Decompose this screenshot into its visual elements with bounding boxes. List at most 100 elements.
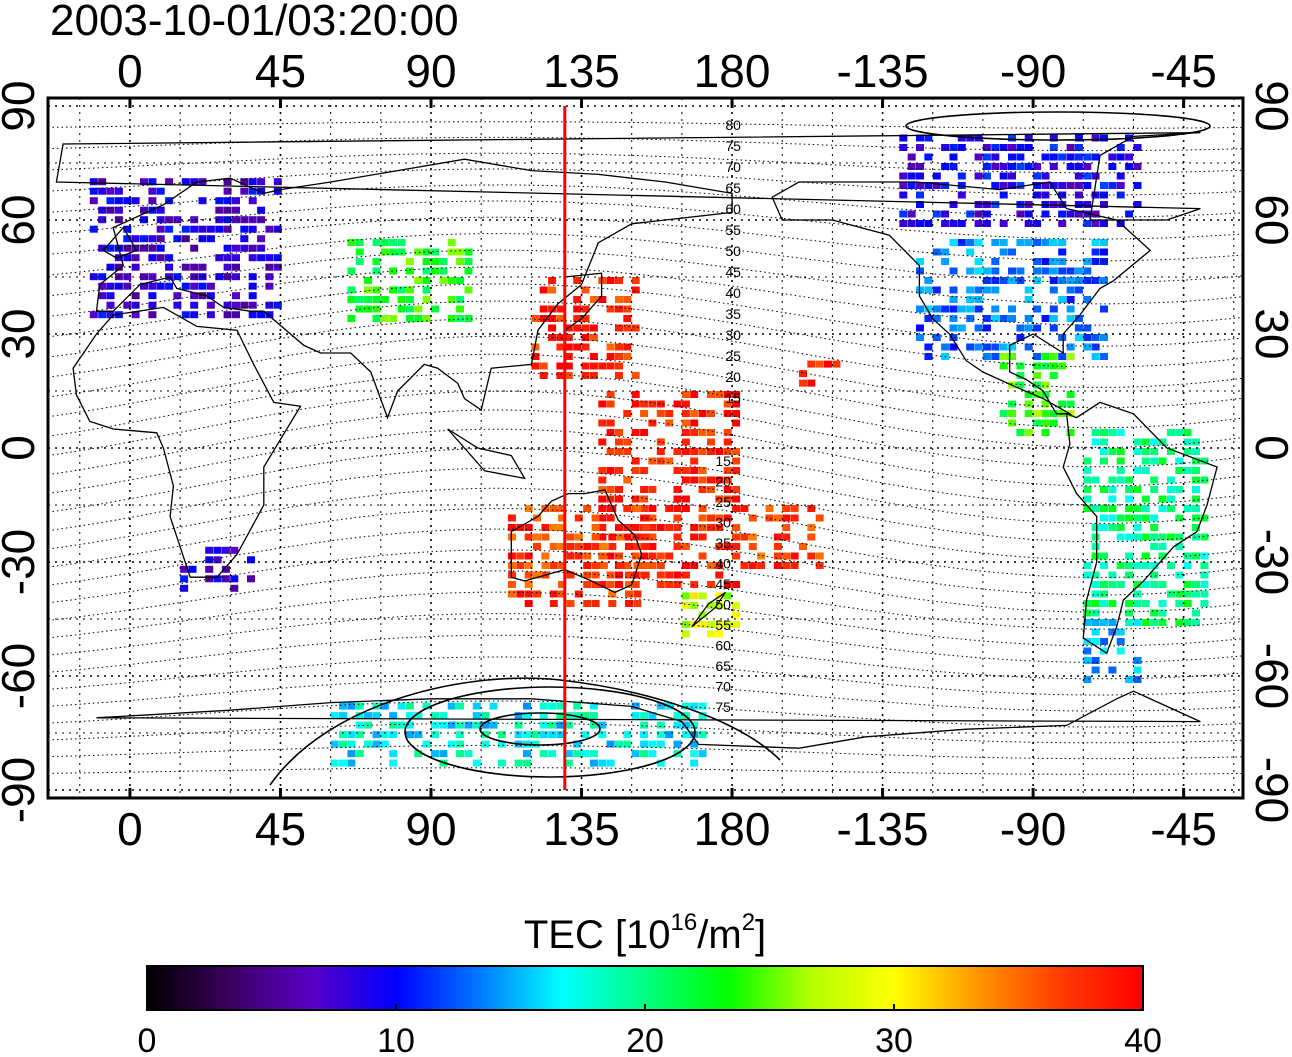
tec-cell <box>698 552 707 560</box>
tec-cell <box>1158 609 1167 617</box>
tec-cell <box>1041 182 1050 189</box>
tec-cell <box>1066 144 1075 151</box>
tec-cell <box>573 712 582 720</box>
tec-cell <box>240 301 249 309</box>
tec-cell <box>1200 533 1209 541</box>
tec-cell <box>782 533 791 541</box>
tec-cell <box>615 524 623 531</box>
tec-cell <box>1016 267 1025 275</box>
tec-cell <box>1074 182 1083 189</box>
tec-cell <box>916 220 924 227</box>
tec-cell <box>257 178 266 186</box>
tec-cell <box>265 263 274 271</box>
mlat-contour <box>48 266 1243 326</box>
tec-cell <box>1083 647 1092 655</box>
tec-cell <box>1175 457 1184 465</box>
tec-cell <box>698 505 707 512</box>
tec-cell <box>414 248 423 256</box>
coastline-path <box>102 226 138 259</box>
tec-cell <box>165 263 174 271</box>
tec-cell <box>648 562 657 569</box>
tec-cell <box>1033 258 1042 265</box>
tec-cell <box>924 343 933 351</box>
tec-cell <box>1125 505 1134 512</box>
tec-cell <box>1100 457 1108 465</box>
tec-cell <box>257 235 266 243</box>
tec-cell <box>715 495 724 503</box>
tec-cell <box>966 296 975 303</box>
tec-cell <box>1100 334 1108 341</box>
tec-cell <box>723 410 732 417</box>
tec-cell <box>690 740 699 748</box>
tec-cell <box>665 419 674 427</box>
tec-cell <box>732 457 741 465</box>
tec-cell <box>422 258 431 265</box>
tec-cell <box>974 258 983 265</box>
tec-cell <box>106 244 115 252</box>
tec-cell <box>539 750 548 758</box>
tec-cell <box>1016 144 1025 151</box>
tec-cell <box>1024 144 1033 151</box>
tec-cell <box>807 552 816 560</box>
coastline-path <box>771 181 1152 415</box>
colorbar-tick-label: 40 <box>1124 1022 1162 1057</box>
tec-cell <box>591 562 600 569</box>
tec-cell <box>1066 267 1075 275</box>
tec-cell <box>1116 581 1125 588</box>
tec-cell <box>641 562 650 569</box>
tec-cell <box>1100 429 1108 436</box>
tec-cell <box>1100 277 1108 284</box>
tec-cell <box>623 740 632 748</box>
tec-cell <box>966 286 975 294</box>
tec-cell <box>681 467 690 474</box>
tec-cell <box>1100 562 1108 569</box>
tec-cell <box>732 533 741 541</box>
tec-cell <box>1074 315 1083 322</box>
map-frame <box>46 96 1245 800</box>
tec-cell <box>414 731 423 739</box>
tec-cell <box>606 552 615 560</box>
mlat-contour <box>48 528 1243 596</box>
tec-cell <box>790 562 799 569</box>
tec-cell <box>999 220 1008 227</box>
tec-cell <box>615 305 623 313</box>
tec-cell <box>1016 153 1025 161</box>
tec-cell <box>625 524 633 531</box>
tec-cell <box>673 448 682 455</box>
tec-cell <box>957 324 966 332</box>
tec-cell <box>1158 438 1167 446</box>
tec-cell <box>1141 552 1150 560</box>
tec-cell <box>1066 153 1075 161</box>
tec-cell <box>715 620 724 628</box>
tec-cell <box>982 153 991 161</box>
tec-cell <box>673 524 682 531</box>
tec-cell <box>640 721 649 729</box>
tec-cell <box>1091 505 1100 512</box>
tec-cell <box>389 239 398 246</box>
tec-cell <box>405 712 414 720</box>
tec-cell <box>640 410 649 417</box>
tec-cell <box>439 258 448 265</box>
tec-cell <box>539 721 548 729</box>
tec-cell <box>140 282 148 290</box>
tec-region-cells <box>899 134 1142 227</box>
tec-cell <box>640 400 649 408</box>
tec-cell <box>581 712 590 720</box>
tec-cell <box>1141 562 1150 569</box>
tec-cell <box>106 206 115 214</box>
tec-cell <box>1074 210 1083 218</box>
tec-cell <box>1024 239 1033 246</box>
tec-cell <box>640 712 649 720</box>
tec-cell <box>198 282 207 290</box>
tec-cell <box>389 248 398 256</box>
tec-cell <box>1166 533 1175 541</box>
tec-cell <box>1033 277 1042 284</box>
tec-cell <box>1083 505 1092 512</box>
tec-cell <box>372 740 381 748</box>
tec-cell <box>1024 324 1033 332</box>
tec-cell <box>1175 429 1184 436</box>
tec-cell <box>1066 391 1075 398</box>
tec-cell <box>1016 381 1025 389</box>
tec-cell <box>1074 172 1083 180</box>
tec-cell <box>123 235 132 243</box>
